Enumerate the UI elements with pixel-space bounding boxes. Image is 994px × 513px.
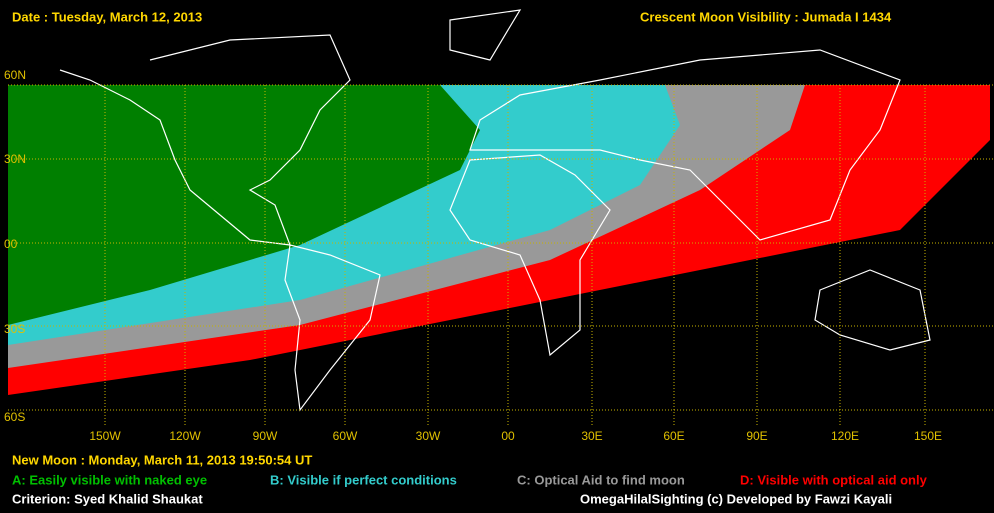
lon-label: 150E: [914, 429, 942, 443]
zone-a: [8, 85, 480, 325]
lon-label: 150W: [89, 429, 121, 443]
lon-label: 00: [501, 429, 515, 443]
lon-label: 30W: [416, 429, 441, 443]
legend-c: C: Optical Aid to find moon: [517, 472, 685, 487]
lon-label: 90W: [253, 429, 278, 443]
graticule: [8, 84, 994, 425]
lon-label: 90E: [746, 429, 767, 443]
legend-a: A: Easily visible with naked eye: [12, 472, 207, 487]
lon-label: 60W: [333, 429, 358, 443]
lat-label: 30N: [4, 152, 26, 166]
coastlines: [59, 9, 931, 412]
lon-label: 120W: [169, 429, 201, 443]
new-moon: New Moon : Monday, March 11, 2013 19:50:…: [12, 452, 312, 467]
credit: OmegaHilalSighting (c) Developed by Fawz…: [580, 491, 892, 506]
title: Crescent Moon Visibility : Jumada I 1434: [640, 9, 892, 24]
lon-label: 60E: [663, 429, 684, 443]
legend-b: B: Visible if perfect conditions: [270, 472, 457, 487]
date: Date : Tuesday, March 12, 2013: [12, 9, 202, 24]
criterion: Criterion: Syed Khalid Shaukat: [12, 491, 203, 506]
lat-label: 30S: [4, 322, 25, 336]
lat-label: 00: [4, 237, 18, 251]
legend-d: D: Visible with optical aid only: [740, 472, 928, 487]
lon-label: 120E: [831, 429, 859, 443]
lat-label: 60S: [4, 410, 25, 424]
lat-label: 60N: [4, 68, 26, 82]
lon-label: 30E: [581, 429, 602, 443]
